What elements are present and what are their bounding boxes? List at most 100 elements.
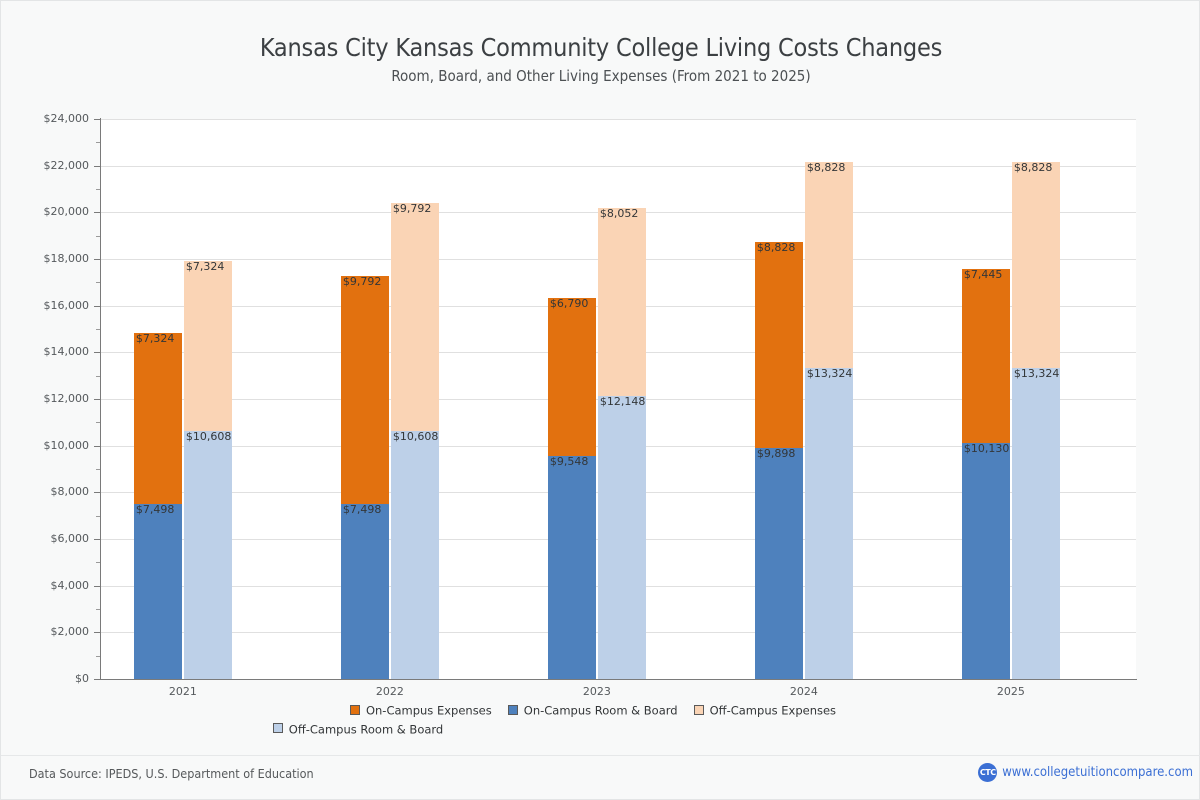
legend-item[interactable]: Off-Campus Room & Board [272, 720, 443, 739]
legend-item[interactable]: On-Campus Room & Board [507, 701, 678, 720]
bar-off-campus-expenses[interactable] [597, 207, 646, 396]
bar-off-campus-expenses[interactable] [183, 260, 232, 432]
legend-label: On-Campus Room & Board [523, 703, 678, 718]
brand-url-text: www.collegetuitioncompare.com [1002, 765, 1193, 780]
y-axis-tick [94, 445, 100, 447]
chart-title: Kansas City Kansas Community College Liv… [259, 33, 943, 62]
legend-label: Off-Campus Expenses [709, 703, 837, 718]
y-axis-label: $20,000 [43, 205, 90, 219]
footer-divider [1, 755, 1200, 756]
y-axis-tick [94, 399, 100, 400]
bar-value-label: $10,608 [185, 430, 232, 444]
bar-off-campus-room-board[interactable] [597, 395, 646, 679]
bar-off-campus-expenses[interactable] [804, 162, 853, 369]
bar-off-campus-room-board[interactable] [804, 368, 853, 679]
y-axis-minor-tick [96, 142, 100, 144]
legend-swatch-icon [272, 723, 283, 733]
y-axis-tick [94, 259, 100, 260]
data-source-text: Data Source: IPEDS, U.S. Department of E… [29, 766, 314, 781]
bar-on-campus-room-board[interactable] [340, 504, 389, 679]
y-axis-label: $18,000 [43, 252, 90, 265]
bar-on-campus-room-board[interactable] [754, 448, 803, 679]
bar-value-label: $7,324 [185, 259, 225, 273]
legend-item[interactable]: On-Campus Expenses [349, 701, 492, 720]
x-axis-label: 2021 [168, 685, 197, 698]
bar-value-label: $9,548 [549, 455, 589, 469]
legend-swatch-icon [349, 704, 360, 715]
bar-value-label: $9,792 [392, 202, 432, 215]
y-axis-label: $12,000 [43, 392, 90, 405]
y-axis-label: $4,000 [50, 578, 90, 592]
y-axis-tick [94, 305, 100, 307]
x-axis-label: 2023 [582, 685, 611, 698]
bar-on-campus-room-board[interactable] [547, 456, 596, 679]
bar-on-campus-expenses[interactable] [340, 275, 389, 505]
y-axis-label: $0 [75, 672, 89, 685]
bar-value-label: $13,324 [1013, 367, 1060, 381]
y-axis-tick [94, 679, 100, 680]
chart-subtitle: Room, Board, and Other Living Expenses (… [391, 67, 811, 85]
y-axis-tick [94, 632, 100, 634]
bar-value-label: $8,828 [756, 241, 796, 255]
bar-value-label: $7,498 [135, 503, 175, 517]
y-axis-label: $14,000 [43, 345, 90, 359]
gridline [101, 165, 1136, 167]
x-axis-label: 2025 [996, 685, 1025, 698]
bar-on-campus-expenses[interactable] [754, 242, 803, 449]
y-axis-minor-tick [96, 189, 100, 190]
y-axis-tick [94, 585, 100, 587]
y-axis-minor-tick [96, 609, 100, 610]
y-axis-minor-tick [96, 235, 100, 237]
bar-off-campus-room-board[interactable] [183, 431, 232, 679]
y-axis-tick [94, 539, 100, 540]
bar-on-campus-expenses[interactable] [547, 297, 596, 457]
bar-on-campus-room-board[interactable] [961, 442, 1010, 679]
bar-value-label: $8,828 [1013, 161, 1053, 175]
legend-item[interactable]: Off-Campus Expenses [693, 701, 837, 720]
bar-value-label: $7,445 [963, 267, 1003, 281]
legend-swatch-icon [507, 704, 518, 715]
y-axis-minor-tick [96, 515, 100, 517]
bar-value-label: $8,828 [806, 161, 846, 175]
bar-value-label: $8,052 [599, 206, 639, 220]
gridline [101, 119, 1136, 120]
bar-on-campus-expenses[interactable] [133, 333, 182, 505]
legend-swatch-icon [693, 704, 704, 715]
y-axis-minor-tick [96, 375, 100, 377]
bar-off-campus-room-board[interactable] [1011, 368, 1060, 679]
y-axis-tick [94, 119, 100, 120]
x-axis-label: 2024 [789, 685, 818, 698]
y-axis-label: $10,000 [43, 438, 90, 452]
bar-off-campus-room-board[interactable] [390, 431, 439, 679]
y-axis-minor-tick [96, 562, 100, 564]
y-axis-tick [94, 492, 100, 494]
bar-value-label: $7,324 [135, 332, 175, 346]
y-axis-label: $16,000 [43, 298, 90, 312]
x-axis-line [100, 679, 1137, 680]
y-axis-minor-tick [96, 329, 100, 330]
bar-value-label: $9,792 [342, 274, 382, 288]
legend-row: Off-Campus Room & Board [1, 720, 1200, 739]
y-axis-minor-tick [96, 422, 100, 424]
y-axis-tick [94, 212, 100, 214]
bar-value-label: $6,790 [549, 296, 589, 310]
bar-value-label: $10,130 [963, 441, 1010, 455]
y-axis-tick [94, 352, 100, 354]
y-axis-label: $2,000 [50, 625, 90, 639]
y-axis-minor-tick [96, 655, 100, 657]
ctc-logo-icon: CTC [978, 763, 998, 782]
y-axis-line [100, 118, 101, 680]
legend-label: On-Campus Expenses [365, 703, 492, 718]
bar-off-campus-expenses[interactable] [390, 203, 439, 432]
brand-link[interactable]: CTC www.collegetuitioncompare.com [978, 763, 1193, 782]
bar-value-label: $10,608 [392, 430, 439, 444]
y-axis-tick [94, 165, 100, 167]
legend-row: On-Campus Expenses On-Campus Room & Board… [1, 701, 1200, 720]
bar-on-campus-room-board[interactable] [133, 504, 182, 679]
y-axis-label: $6,000 [50, 532, 90, 545]
y-axis-label: $24,000 [43, 112, 90, 125]
y-axis-minor-tick [96, 282, 100, 284]
bar-on-campus-expenses[interactable] [961, 268, 1010, 443]
bar-off-campus-expenses[interactable] [1011, 162, 1060, 369]
